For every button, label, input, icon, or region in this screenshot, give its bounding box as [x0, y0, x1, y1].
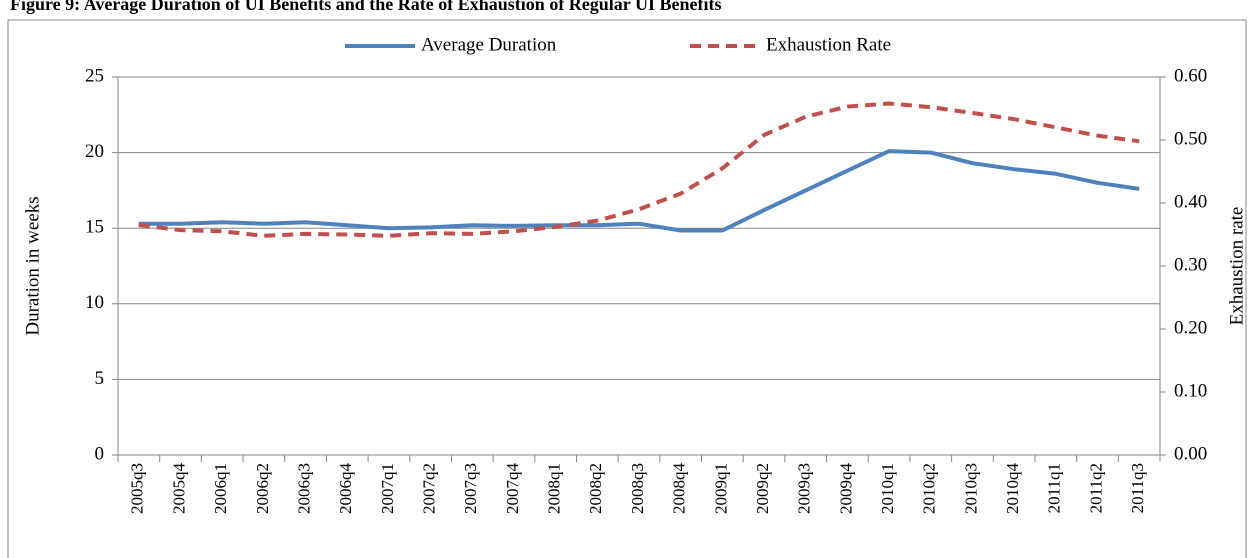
chart-title: Figure 9: Average Duration of UI Benefit… — [10, 0, 721, 14]
x-tick-label: 2007q1 — [378, 463, 397, 514]
legend-label: Average Duration — [421, 34, 557, 55]
legend-label: Exhaustion Rate — [766, 34, 891, 55]
y2-tick-label: 0.30 — [1174, 254, 1207, 275]
y2-tick-label: 0.50 — [1174, 128, 1207, 149]
x-tick-label: 2010q2 — [920, 463, 939, 514]
x-tick-label: 2008q3 — [628, 463, 647, 514]
x-tick-label: 2007q3 — [461, 463, 480, 514]
x-tick-label: 2009q1 — [711, 463, 730, 514]
x-tick-label: 2006q3 — [294, 463, 313, 514]
x-tick-label: 2008q4 — [670, 463, 689, 515]
y2-axis-title: Exhaustion rate — [1226, 207, 1247, 326]
series-line — [138, 101, 1140, 238]
x-tick-label: 2006q4 — [336, 463, 355, 515]
y-tick-label: 15 — [85, 217, 104, 238]
y2-tick-label: 0.20 — [1174, 317, 1207, 338]
y-tick-label: 20 — [85, 141, 104, 162]
x-tick-label: 2005q4 — [169, 463, 188, 515]
y-axis-title: Duration in weeks — [22, 196, 43, 335]
series-line — [138, 149, 1140, 233]
y2-tick-label: 0.40 — [1174, 191, 1207, 212]
y-tick-label: 25 — [85, 65, 104, 86]
y2-tick-label: 0.60 — [1174, 65, 1207, 86]
x-tick-label: 2007q4 — [503, 463, 522, 515]
x-tick-label: 2009q4 — [836, 463, 855, 515]
x-tick-label: 2011q3 — [1128, 463, 1147, 513]
x-tick-label: 2011q1 — [1045, 463, 1064, 513]
x-tick-label: 2008q2 — [586, 463, 605, 514]
x-tick-label: 2009q3 — [795, 463, 814, 514]
y-tick-label: 10 — [85, 292, 104, 313]
chart-frame — [7, 19, 1247, 558]
x-tick-label: 2006q2 — [253, 463, 272, 514]
x-tick-label: 2011q2 — [1086, 463, 1105, 513]
x-tick-label: 2009q2 — [753, 463, 772, 514]
x-tick-label: 2007q2 — [420, 463, 439, 514]
y-tick-label: 5 — [95, 368, 105, 389]
x-tick-label: 2008q1 — [545, 463, 564, 514]
x-tick-label: 2010q1 — [878, 463, 897, 514]
x-tick-label: 2010q3 — [961, 463, 980, 514]
y2-tick-label: 0.00 — [1174, 443, 1207, 464]
x-tick-label: 2006q1 — [211, 463, 230, 514]
y2-tick-label: 0.10 — [1174, 380, 1207, 401]
x-tick-label: 2010q4 — [1003, 463, 1022, 515]
x-tick-label: 2005q3 — [128, 463, 147, 514]
y-tick-label: 0 — [95, 443, 105, 464]
